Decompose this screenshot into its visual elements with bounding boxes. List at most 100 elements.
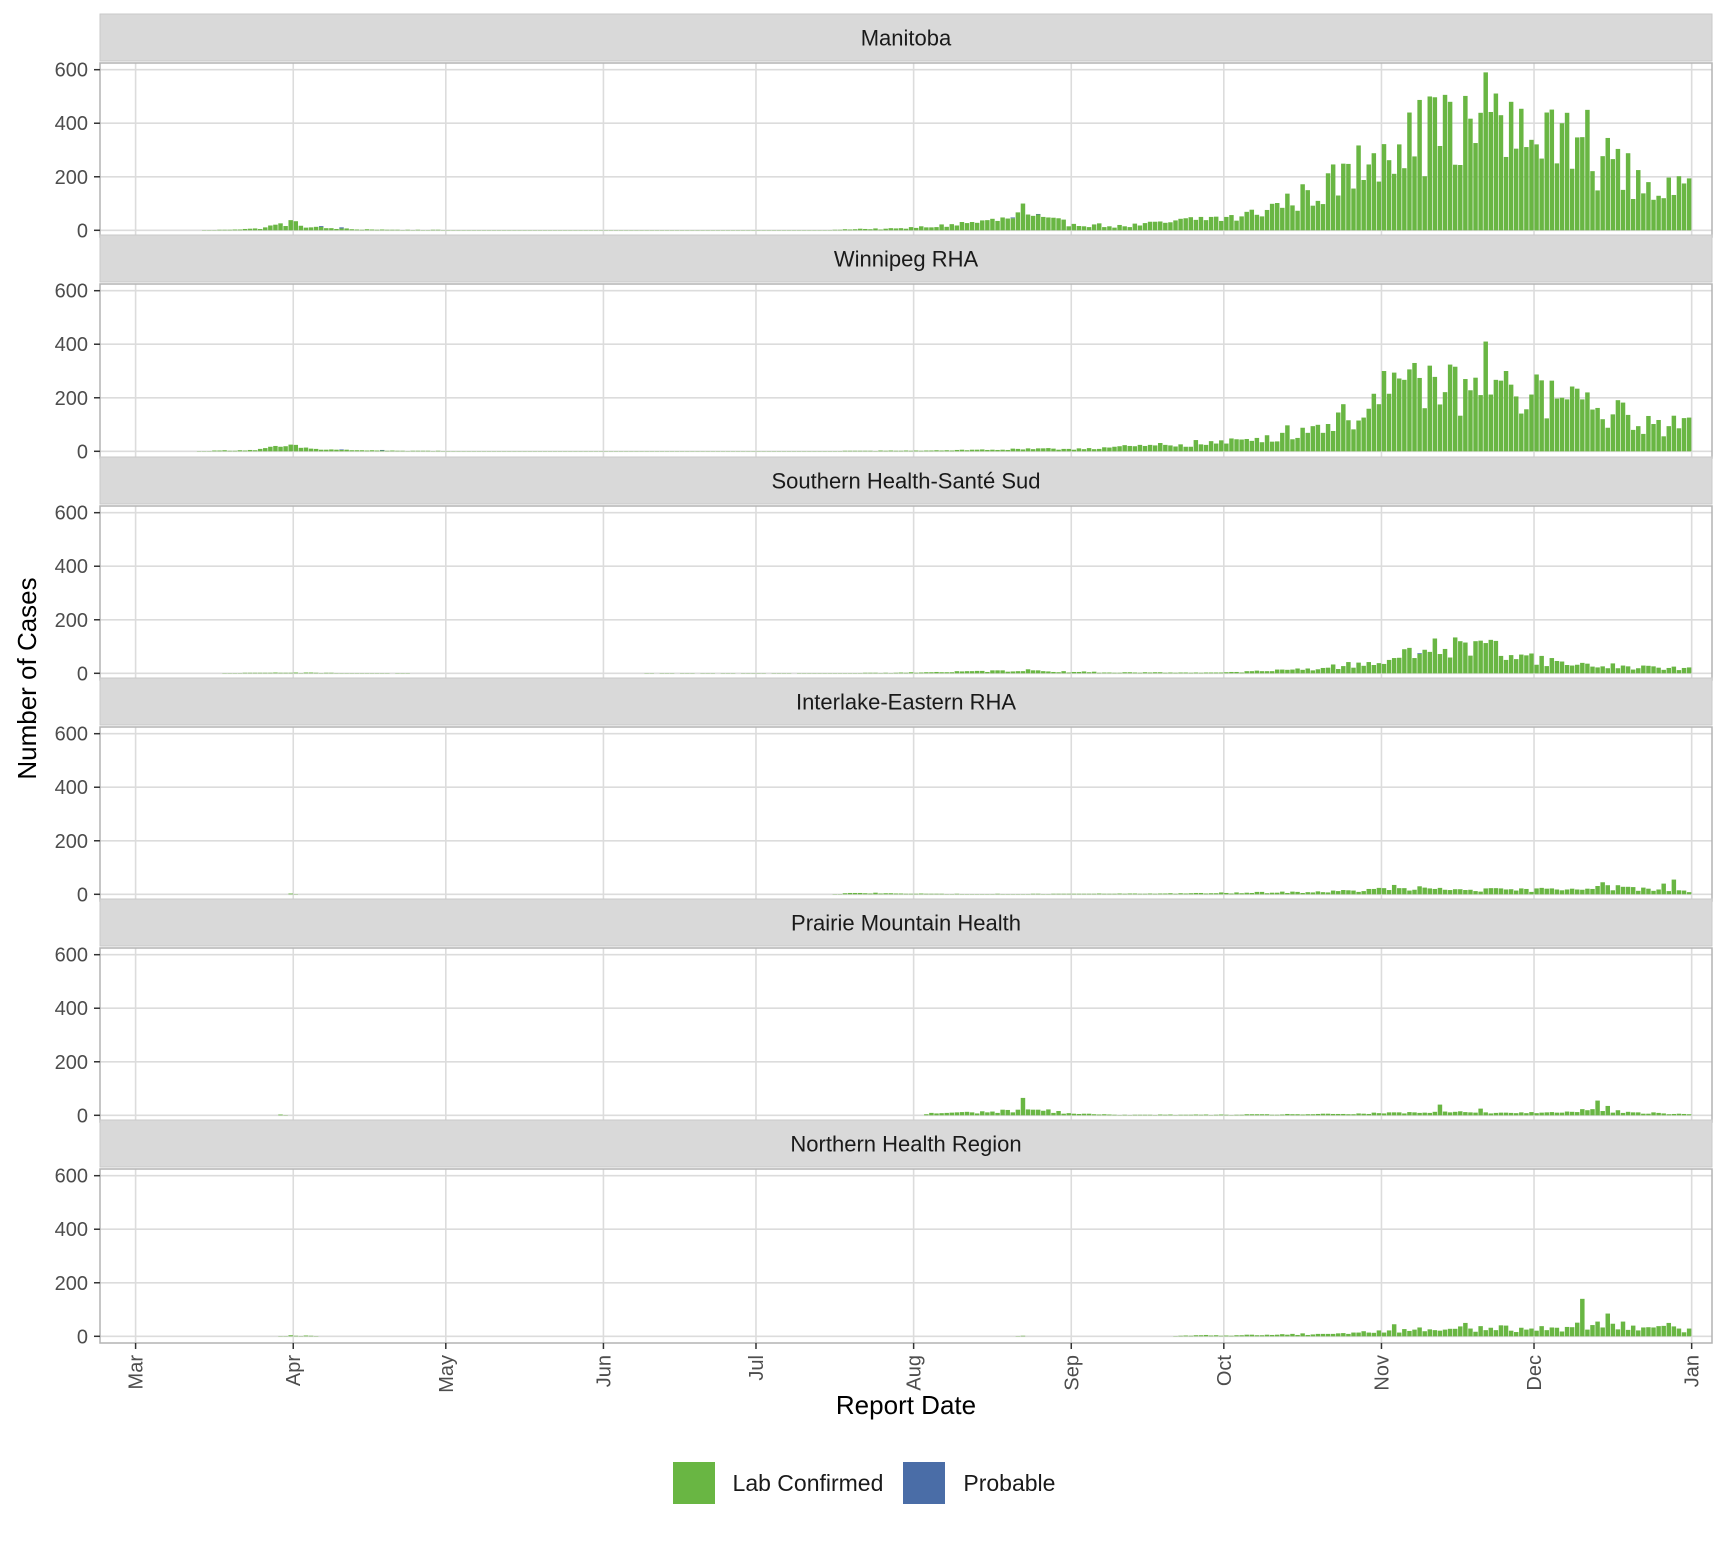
bar-lab-confirmed [1600, 1111, 1604, 1115]
bar-lab-confirmed [1509, 889, 1513, 894]
bar-lab-confirmed [1433, 1112, 1437, 1115]
bar-lab-confirmed [934, 450, 938, 451]
bar-lab-confirmed [1056, 894, 1060, 895]
bar-lab-confirmed [1682, 1332, 1686, 1336]
bar-lab-confirmed [1260, 1335, 1264, 1336]
bar-lab-confirmed [914, 894, 918, 895]
bar-lab-confirmed [1031, 216, 1035, 230]
y-tick-label: 400 [55, 334, 88, 356]
bar-lab-confirmed [939, 451, 943, 452]
bar-lab-confirmed [1214, 217, 1218, 231]
bar-lab-confirmed [1321, 204, 1325, 230]
bar-lab-confirmed [1565, 889, 1569, 894]
bar-lab-confirmed [1250, 210, 1254, 231]
y-tick-label: 200 [55, 1273, 88, 1295]
bar-lab-confirmed [1168, 445, 1172, 451]
bar-lab-confirmed [1341, 666, 1345, 673]
x-tick-label: Jun [593, 1355, 615, 1387]
bar-lab-confirmed [1087, 227, 1091, 230]
y-tick-label: 0 [77, 1326, 88, 1348]
bar-lab-confirmed [1611, 890, 1615, 894]
bar-lab-confirmed [1616, 885, 1620, 894]
bar-lab-confirmed [1361, 1331, 1365, 1336]
bar-lab-confirmed [1255, 1114, 1259, 1115]
bar-lab-confirmed [873, 673, 877, 674]
bar-lab-confirmed [899, 228, 903, 230]
bar-lab-confirmed [878, 894, 882, 895]
bar-lab-confirmed [1356, 1333, 1360, 1337]
bar-lab-confirmed [944, 450, 948, 451]
bar-lab-confirmed [1372, 394, 1376, 452]
bar-lab-confirmed [1356, 892, 1360, 894]
bar-lab-confirmed [950, 451, 954, 452]
bar-lab-confirmed [1575, 1112, 1579, 1115]
bar-probable [339, 449, 343, 450]
bar-lab-confirmed [278, 673, 282, 674]
bar-lab-confirmed [1244, 439, 1248, 451]
bar-lab-confirmed [1316, 1114, 1320, 1115]
bar-lab-confirmed [1412, 1112, 1416, 1115]
bar-lab-confirmed [843, 451, 847, 452]
bar-lab-confirmed [944, 672, 948, 673]
bar-lab-confirmed [1514, 149, 1518, 231]
bar-lab-confirmed [1595, 1322, 1599, 1337]
bar-lab-confirmed [1585, 1110, 1589, 1115]
bar-lab-confirmed [1509, 1331, 1513, 1337]
y-tick-label: 600 [55, 945, 88, 967]
facet-title: Northern Health Region [790, 1132, 1021, 1157]
bar-lab-confirmed [1082, 894, 1086, 895]
bar-lab-confirmed [1072, 450, 1076, 452]
bar-lab-confirmed [1570, 1327, 1574, 1336]
bar-lab-confirmed [1300, 893, 1304, 894]
bar-lab-confirmed [1428, 366, 1432, 452]
bar-lab-confirmed [1194, 673, 1198, 674]
bar-lab-confirmed [1153, 222, 1157, 231]
bar-lab-confirmed [1224, 217, 1228, 230]
bar-lab-confirmed [375, 451, 379, 452]
bar-lab-confirmed [934, 1113, 938, 1115]
bar-lab-confirmed [1031, 449, 1035, 451]
bar-lab-confirmed [924, 894, 928, 895]
bar-lab-confirmed [1641, 888, 1645, 895]
bar-lab-confirmed [1672, 1326, 1676, 1336]
bar-lab-confirmed [1290, 670, 1294, 674]
bar-lab-confirmed [288, 894, 292, 895]
bar-lab-confirmed [1138, 445, 1142, 451]
bar-lab-confirmed [344, 228, 348, 230]
bar-lab-confirmed [904, 894, 908, 895]
bar-lab-confirmed [1148, 222, 1152, 231]
bar-lab-confirmed [1555, 889, 1559, 894]
bar-lab-confirmed [1575, 137, 1579, 230]
bar-lab-confirmed [1458, 641, 1462, 673]
bar-lab-confirmed [985, 1112, 989, 1115]
bar-lab-confirmed [1178, 444, 1182, 451]
bar-lab-confirmed [1494, 641, 1498, 673]
bar-lab-confirmed [1367, 409, 1371, 452]
bar-lab-confirmed [1250, 1335, 1254, 1337]
bar-lab-confirmed [1392, 1112, 1396, 1115]
bar-lab-confirmed [1178, 893, 1182, 894]
bar-lab-confirmed [426, 451, 430, 452]
bar-lab-confirmed [1646, 1114, 1650, 1116]
bar-lab-confirmed [1611, 663, 1615, 673]
bar-lab-confirmed [1234, 1335, 1238, 1336]
bar-lab-confirmed [1351, 189, 1355, 231]
bar-lab-confirmed [1321, 433, 1325, 451]
bar-lab-confirmed [1621, 666, 1625, 674]
bar-lab-confirmed [1265, 1114, 1269, 1115]
bar-lab-confirmed [1143, 223, 1147, 230]
bar-lab-confirmed [309, 673, 313, 674]
x-tick-label: Apr [283, 1355, 305, 1386]
bar-lab-confirmed [1031, 1110, 1035, 1116]
bar-lab-confirmed [1529, 140, 1533, 230]
bar-lab-confirmed [990, 1112, 994, 1116]
bar-lab-confirmed [1646, 416, 1650, 451]
y-tick-label: 200 [55, 167, 88, 189]
bar-lab-confirmed [1544, 1330, 1548, 1336]
bar-lab-confirmed [960, 450, 964, 452]
y-tick-label: 600 [55, 1166, 88, 1188]
bar-lab-confirmed [324, 450, 328, 452]
bar-lab-confirmed [1428, 652, 1432, 673]
